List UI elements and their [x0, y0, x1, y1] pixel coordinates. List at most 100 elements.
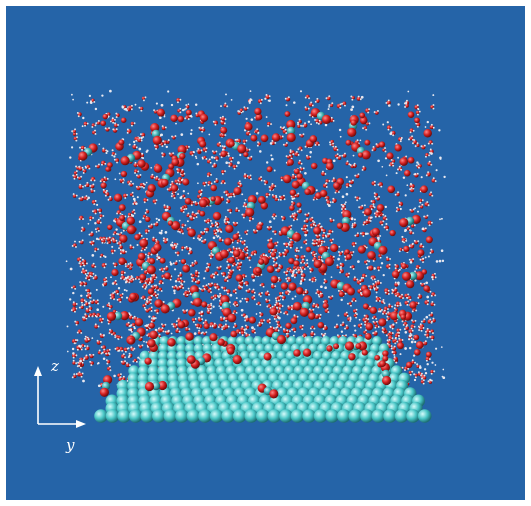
water-molecule — [428, 329, 434, 335]
water-molecule — [429, 335, 435, 341]
water-molecule — [285, 154, 291, 159]
water-molecule — [275, 320, 280, 326]
water-molecule — [274, 196, 280, 202]
water-molecule — [315, 234, 321, 239]
substrate-atom — [348, 409, 363, 423]
water-molecule — [272, 230, 277, 236]
co2-molecule — [286, 119, 296, 143]
water-molecule — [427, 220, 433, 227]
water-molecule — [297, 146, 303, 152]
water-molecule — [284, 242, 290, 248]
water-molecule — [315, 288, 320, 295]
water-molecule — [415, 264, 421, 270]
water-molecule — [223, 277, 229, 282]
water-molecule — [238, 108, 244, 113]
water-molecule — [246, 256, 252, 262]
substrate-atom — [394, 409, 409, 423]
water-molecule — [369, 204, 375, 211]
water-molecule — [329, 238, 334, 244]
water-molecule — [88, 231, 94, 237]
water-molecule — [96, 218, 102, 225]
water-molecule — [376, 266, 382, 272]
water-molecule — [409, 135, 414, 141]
water-molecule — [329, 217, 335, 223]
water-molecule — [92, 209, 98, 215]
water-molecule — [280, 215, 286, 222]
water-molecule — [325, 179, 331, 185]
substrate-atom — [313, 409, 328, 423]
water-molecule — [284, 289, 290, 296]
water-molecule — [211, 162, 218, 168]
water-molecule — [88, 313, 94, 318]
water-molecule — [351, 241, 357, 248]
water-molecule — [302, 224, 309, 230]
water-molecule — [258, 176, 263, 182]
water-molecule — [309, 216, 314, 223]
water-molecule — [217, 323, 224, 329]
water-molecule — [137, 344, 144, 349]
water-molecule — [354, 232, 360, 238]
water-molecule — [198, 189, 203, 195]
water-molecule — [96, 339, 102, 345]
water-molecule — [292, 212, 298, 218]
water-molecule — [370, 275, 376, 281]
water-molecule — [361, 273, 368, 279]
substrate-atom — [176, 343, 187, 354]
water-molecule — [99, 253, 105, 258]
water-molecule — [410, 183, 415, 189]
water-molecule — [128, 314, 134, 320]
water-molecule — [356, 95, 362, 101]
water-molecule — [353, 276, 359, 282]
water-molecule — [115, 112, 120, 119]
water-molecule — [176, 98, 182, 104]
water-molecule — [171, 284, 177, 290]
water-molecule — [235, 207, 240, 213]
water-molecule — [224, 217, 230, 223]
water-molecule — [132, 358, 138, 363]
water-molecule — [103, 276, 108, 283]
water-molecule — [429, 123, 435, 130]
water-molecule — [108, 328, 114, 335]
water-molecule — [228, 156, 234, 163]
substrate-atom — [176, 336, 187, 346]
water-molecule — [430, 292, 437, 297]
water-molecule — [140, 295, 146, 301]
water-molecule — [73, 136, 79, 142]
water-molecule — [381, 327, 387, 333]
water-molecule — [235, 329, 241, 334]
water-molecule — [206, 218, 212, 224]
water-molecule — [147, 251, 153, 257]
water-molecule — [128, 104, 133, 111]
substrate-atom — [383, 409, 397, 423]
water-molecule — [304, 212, 310, 217]
water-molecule — [181, 223, 187, 229]
co2-molecule — [189, 285, 203, 307]
water-molecule — [197, 316, 204, 322]
water-molecule — [223, 102, 229, 108]
water-molecule — [206, 172, 213, 178]
water-molecule — [153, 221, 159, 227]
water-molecule — [232, 322, 238, 329]
water-molecule — [172, 323, 178, 329]
water-molecule — [207, 287, 213, 294]
water-molecule — [211, 322, 218, 329]
water-molecule — [420, 144, 426, 150]
water-molecule — [428, 191, 434, 197]
water-molecule — [282, 142, 288, 147]
water-molecule — [259, 311, 264, 318]
water-molecule — [158, 280, 164, 285]
water-molecule — [428, 311, 434, 317]
water-molecule — [289, 150, 295, 156]
water-molecule — [331, 197, 337, 204]
water-molecule — [193, 212, 198, 219]
water-molecule — [216, 265, 222, 271]
water-molecule — [190, 273, 195, 279]
water-molecule — [172, 260, 178, 266]
water-molecule — [124, 263, 130, 269]
water-molecule — [388, 335, 394, 341]
water-molecule — [255, 301, 262, 306]
water-molecule — [297, 123, 303, 129]
water-molecule — [393, 337, 399, 343]
water-molecule — [119, 293, 124, 299]
water-molecule — [72, 193, 78, 198]
